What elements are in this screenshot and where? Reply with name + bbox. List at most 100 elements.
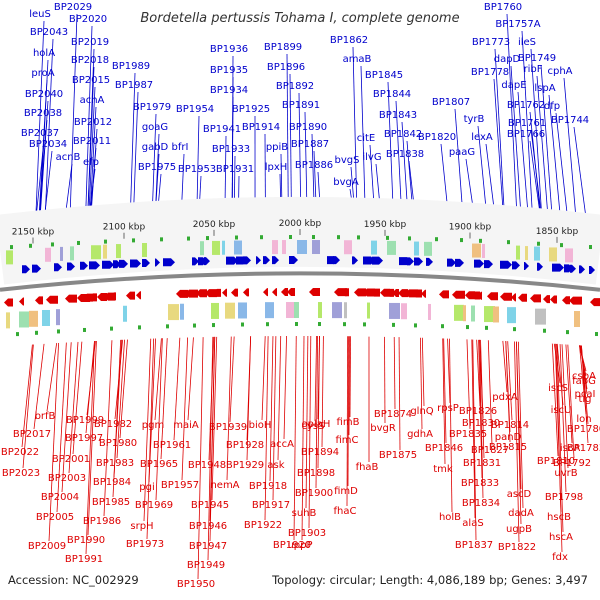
- reverse-gene-line: [393, 337, 396, 410]
- reverse-gene-line: [211, 336, 218, 501]
- gene-label-bp1833: BP1833: [461, 478, 499, 489]
- forward-gene-line: [529, 140, 542, 222]
- gene-label-acna: acnA: [80, 95, 105, 106]
- forward-feature-block: [387, 240, 396, 255]
- reverse-gene-line: [207, 336, 214, 561]
- feature-marker: [160, 237, 163, 242]
- reverse-gene-line: [443, 338, 447, 444]
- reverse-feature-block: [344, 302, 347, 319]
- gene-label-bp1954: BP1954: [176, 104, 214, 115]
- gene-label-bp1979: BP1979: [133, 102, 171, 113]
- gene-label-bp1760: BP1760: [484, 2, 522, 13]
- reverse-gene-line: [317, 336, 320, 469]
- forward-gene-line: [360, 65, 366, 215]
- gene-label-dada: dadA: [508, 508, 534, 519]
- gene-label-alas: alaS: [462, 518, 483, 529]
- forward-gene-line: [540, 64, 553, 222]
- gene-label-ilvg: ilvG: [362, 152, 381, 163]
- reverse-gene-line: [85, 341, 95, 434]
- forward-gene-line: [88, 86, 96, 220]
- gene-label-bp1810: BP1810: [537, 456, 575, 467]
- gene-label-cspa: cspA: [572, 371, 596, 382]
- gene-label-bp1991: BP1991: [65, 554, 103, 565]
- reverse-gene-line: [116, 339, 125, 459]
- gene-label-maia: maiA: [173, 420, 199, 431]
- forward-gene-line: [87, 66, 95, 220]
- reverse-gene-line: [478, 339, 483, 479]
- forward-feature-block: [525, 246, 528, 261]
- reverse-gene-line: [421, 337, 425, 407]
- feature-marker: [295, 322, 298, 327]
- reverse-feature-block: [367, 302, 370, 319]
- reverse-feature-block: [56, 309, 60, 326]
- reverse-gene-arrow: [452, 290, 465, 299]
- scale-tick-label: 2150 kbp: [12, 228, 55, 238]
- reverse-gene-arrow: [380, 288, 390, 297]
- reverse-gene-line: [181, 337, 188, 481]
- gene-label-bp1899: BP1899: [264, 42, 302, 53]
- scale-tick-label: 2050 kbp: [193, 220, 236, 230]
- reverse-feature-block: [318, 302, 322, 319]
- forward-gene-arrow: [537, 262, 543, 271]
- reverse-gene-line: [472, 339, 477, 541]
- forward-gene-arrow: [570, 264, 576, 273]
- reverse-gene-line: [229, 336, 235, 423]
- reverse-gene-arrow: [65, 294, 77, 303]
- feature-marker: [104, 239, 107, 244]
- gene-label-bp1980: BP1980: [99, 438, 137, 449]
- forward-gene-arrow: [163, 258, 175, 267]
- gene-label-bp1987: BP1987: [115, 80, 153, 91]
- gene-label-ribf: ribF: [524, 64, 543, 75]
- gene-label-bp1946: BP1946: [189, 521, 227, 532]
- gene-label-bp1835: BP1835: [449, 429, 487, 440]
- gene-label-bp1973: BP1973: [126, 539, 164, 550]
- forward-feature-block: [142, 242, 147, 257]
- reverse-gene-line: [561, 344, 569, 469]
- reverse-gene-arrow: [243, 288, 249, 297]
- reverse-gene-line: [61, 342, 72, 493]
- gene-label-bp1887: BP1887: [291, 139, 329, 150]
- reverse-gene-line: [480, 339, 485, 459]
- feature-marker: [337, 235, 340, 240]
- gene-label-goag: goaG: [142, 122, 168, 133]
- gene-label-ugpb: ugpB: [506, 524, 532, 535]
- reverse-gene-line: [466, 339, 471, 430]
- feature-marker: [589, 245, 592, 250]
- feature-marker: [513, 327, 516, 332]
- gene-label-suhb: suhB: [292, 508, 317, 519]
- gene-label-bp1838: BP1838: [386, 149, 424, 160]
- gene-label-bp2012: BP2012: [74, 117, 112, 128]
- forward-gene-line: [85, 25, 93, 220]
- scale-tick-label: 2100 kbp: [103, 223, 146, 233]
- reverse-gene-arrow: [465, 291, 475, 300]
- reverse-gene-line: [154, 338, 162, 421]
- gene-label-bp1945: BP1945: [191, 500, 229, 511]
- reverse-gene-line: [479, 339, 484, 499]
- reverse-gene-arrow: [222, 288, 227, 297]
- forward-feature-block: [414, 241, 419, 256]
- gene-label-bioh: bioH: [249, 420, 272, 431]
- gene-label-bvgs: bvgS: [335, 155, 360, 166]
- reverse-gene-line: [321, 336, 324, 448]
- reverse-gene-lines: [21, 335, 589, 580]
- forward-gene-arrow: [256, 256, 261, 265]
- feature-marker: [206, 236, 209, 241]
- forward-gene-arrow: [67, 262, 75, 271]
- reverse-gene-arrow: [590, 298, 600, 307]
- gene-label-proa: proA: [31, 68, 54, 79]
- gene-label-bp1950: BP1950: [177, 579, 215, 590]
- scale-tick-label: 2000 kbp: [279, 219, 322, 229]
- forward-feature-block: [312, 240, 320, 255]
- forward-gene-arrow: [226, 256, 238, 265]
- feature-marker: [241, 322, 244, 327]
- reverse-gene-arrow: [4, 298, 13, 307]
- forward-feature-block: [200, 241, 204, 256]
- reverse-gene-line: [447, 338, 451, 404]
- reverse-gene-line: [348, 336, 350, 436]
- scale-tick-label: 1950 kbp: [364, 220, 407, 230]
- gene-label-fimc: fimC: [335, 435, 358, 446]
- gene-label-bp1903: BP1903: [288, 528, 326, 539]
- forward-gene-arrow: [512, 261, 520, 270]
- reverse-feature-block: [389, 302, 400, 319]
